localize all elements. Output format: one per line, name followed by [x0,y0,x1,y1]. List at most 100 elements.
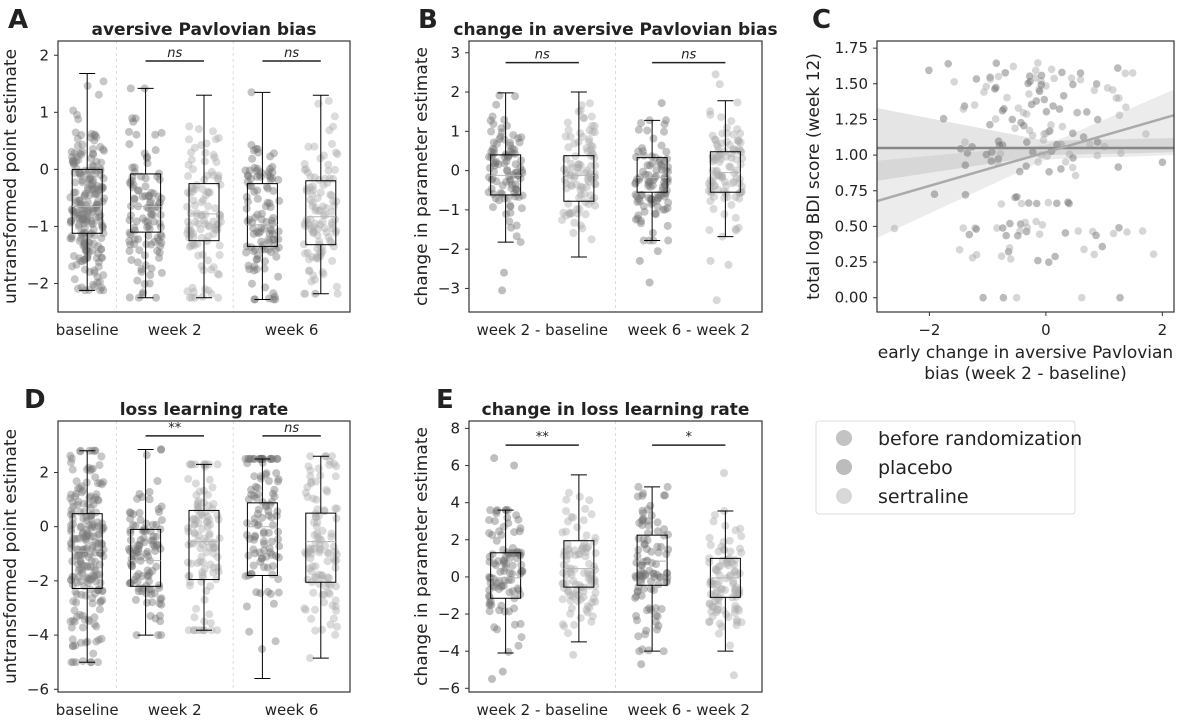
data-point [253,145,262,153]
data-point [721,586,729,594]
data-point [247,182,256,191]
data-point [303,493,312,501]
data-point [660,192,669,201]
data-point [80,191,89,200]
data-point [188,187,197,196]
data-point [69,658,78,667]
data-point [145,585,154,594]
data-point [96,142,105,151]
data-point [250,262,259,271]
data-point [259,537,268,546]
data-point [311,605,320,614]
data-point [581,504,590,513]
data-point [187,155,196,164]
data-point [305,255,314,264]
data-point [307,479,316,488]
y-tick-label: 1 [450,122,460,140]
data-point [500,135,509,144]
data-point [253,186,262,195]
data-point [80,241,89,250]
data-point [257,215,266,224]
data-point [157,445,166,454]
data-point [1023,138,1031,146]
data-point [1028,131,1037,140]
data-point [1042,82,1050,90]
data-point [206,619,215,628]
data-point [94,197,102,206]
data-point [242,248,251,257]
data-point [195,487,204,496]
data-point [488,144,497,153]
data-point [301,605,310,614]
data-point [517,204,526,213]
data-point [157,631,166,640]
data-point [184,217,192,226]
data-point [965,230,974,239]
data-point [505,172,514,181]
data-point [191,460,200,469]
data-point [508,180,517,189]
data-point [327,218,336,227]
data-point [647,605,655,614]
data-point [80,615,89,624]
panel-title: loss learning rate [120,400,289,420]
data-point [269,489,277,498]
data-point [998,106,1007,115]
data-point [562,507,570,516]
data-point [248,218,257,227]
data-point [191,479,200,488]
data-point [517,133,526,142]
y-tick-label: 1.00 [835,146,868,164]
data-point [564,517,572,526]
data-point [979,293,987,302]
data-point [189,165,197,174]
data-point [75,484,84,493]
data-point [328,601,337,610]
data-point [511,185,520,194]
data-point [315,548,324,557]
data-point [715,151,724,159]
data-point [90,268,99,277]
data-point [205,222,214,231]
data-point [567,159,576,168]
data-point [83,198,92,207]
data-point [1002,231,1010,240]
data-point [247,141,256,149]
data-point [717,113,726,122]
data-point [93,190,102,198]
data-point [1076,75,1085,84]
data-point [515,550,524,559]
data-point [79,241,88,250]
data-point [633,197,642,206]
data-point [308,182,317,191]
data-point [583,608,592,617]
data-point [709,205,718,213]
data-point [257,168,266,177]
data-point [660,127,668,136]
data-point [85,175,94,184]
data-point [991,85,999,93]
data-point [312,513,321,521]
data-point [184,474,193,483]
significance-label: ns [167,46,182,61]
data-point [1123,228,1131,236]
data-point [143,598,151,607]
data-point [655,155,664,164]
data-point [587,161,596,170]
data-point [253,251,262,260]
data-point [890,224,899,233]
data-point [209,230,218,238]
data-point [82,201,91,210]
data-point [145,191,153,200]
data-point [311,512,320,521]
data-point [495,527,504,536]
data-point [1115,94,1123,102]
data-point [249,454,258,463]
data-point [505,217,514,226]
data-point [584,177,593,186]
data-point [67,576,76,585]
data-point [490,623,499,632]
data-point [72,658,80,667]
data-point [633,587,642,596]
data-point [500,576,509,585]
